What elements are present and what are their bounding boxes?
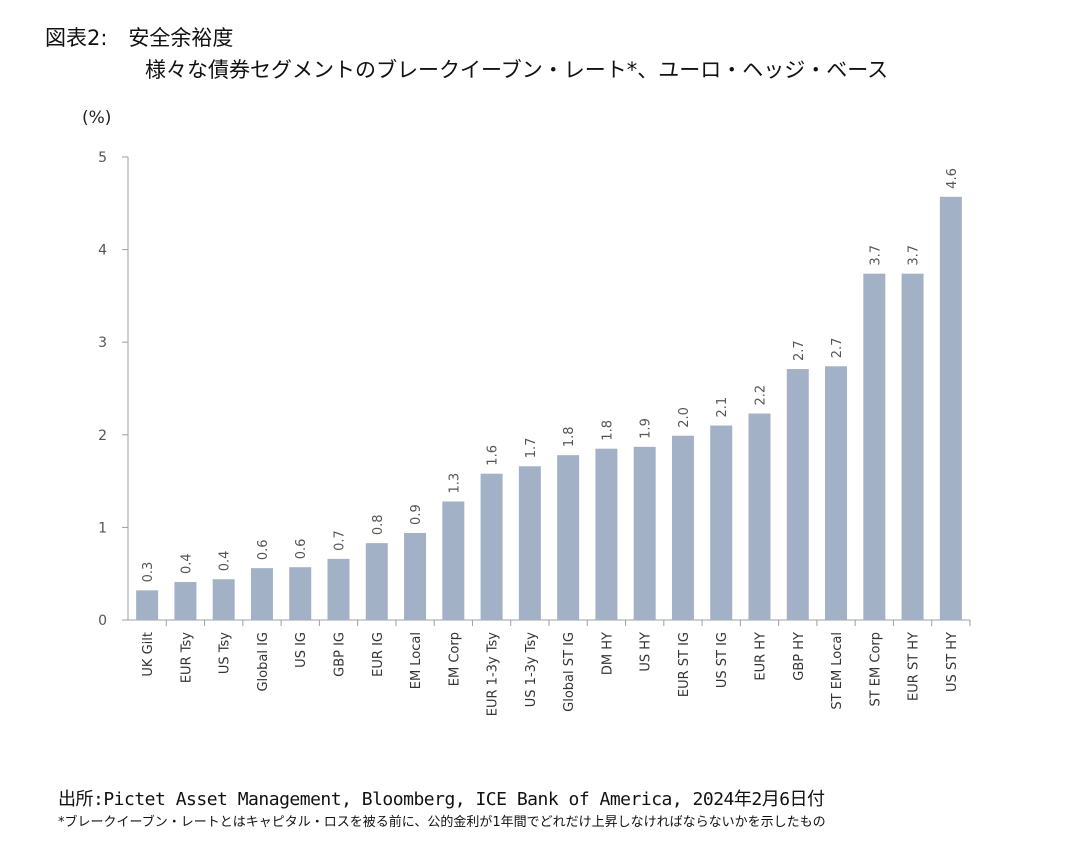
bar: [595, 448, 618, 620]
bar: [786, 369, 809, 620]
bar: [748, 413, 771, 620]
bar: [174, 582, 197, 620]
y-tick-label: 2: [98, 428, 107, 444]
category-label: US HY: [639, 632, 654, 672]
bar: [939, 196, 962, 620]
data-label: 0.6: [256, 539, 271, 560]
data-label: 0.3: [141, 562, 156, 583]
y-tick-label: 1: [98, 520, 107, 536]
data-label: 2.1: [715, 397, 730, 418]
category-label: ST EM Corp: [868, 632, 883, 707]
bar: [365, 543, 388, 620]
y-tick-label: 0: [98, 613, 107, 629]
category-label: Global IG: [256, 632, 271, 692]
data-label: 0.7: [333, 530, 348, 551]
bar: [557, 455, 580, 620]
bar-chart: 0 1 2 3 4 5 0.3 UK Gilt 0.4 EUR Tsy 0.4 US Tsy 0.6 Gl…: [98, 150, 971, 717]
category-label: EUR HY: [754, 632, 769, 681]
bar: [710, 425, 733, 620]
chart-subtitle: 様々な債券セグメントのブレークイーブン・レート*、ユーロ・ヘッジ・ベース: [145, 58, 889, 82]
category-label: US ST HY: [945, 632, 960, 692]
data-label: 0.8: [371, 514, 386, 535]
bar: [901, 273, 924, 620]
data-label: 2.7: [792, 340, 807, 361]
bar: [480, 473, 503, 620]
category-label: EUR ST HY: [907, 632, 922, 701]
category-label: US Tsy: [218, 632, 233, 674]
category-label: UK Gilt: [141, 632, 156, 677]
category-label: EUR 1-3y Tsy: [486, 632, 501, 717]
data-label: 0.4: [179, 553, 194, 574]
bar: [825, 366, 848, 620]
data-label: 0.6: [294, 539, 309, 560]
category-label: GBP HY: [792, 632, 807, 681]
chart-title: 図表2: 安全余裕度: [45, 26, 234, 50]
category-label: US IG: [294, 632, 309, 668]
category-label: US ST IG: [715, 632, 730, 688]
data-label: 1.3: [447, 473, 462, 494]
category-label: EM Local: [409, 632, 424, 689]
bar: [136, 590, 159, 620]
category-label: EUR ST IG: [677, 632, 692, 697]
y-axis-unit: (%): [82, 108, 112, 128]
category-label: EM Corp: [447, 632, 462, 686]
data-label: 1.7: [524, 438, 539, 459]
bar: [212, 579, 235, 620]
bar: [518, 466, 541, 620]
bar: [250, 568, 273, 620]
data-label: 1.8: [562, 426, 577, 447]
data-label: 1.8: [600, 420, 615, 441]
bar: [404, 532, 427, 620]
bar: [442, 501, 465, 620]
y-tick-label: 5: [98, 150, 107, 166]
footnote: *ブレークイーブン・レートとはキャピタル・ロスを被る前に、公的金利が1年間でどれ…: [58, 815, 826, 830]
y-tick-label: 4: [98, 243, 107, 259]
data-label: 2.2: [754, 385, 769, 406]
data-label: 0.4: [218, 551, 233, 572]
bar: [327, 558, 350, 620]
bar: [633, 446, 656, 620]
bar: [289, 567, 312, 620]
category-label: ST EM Local: [830, 632, 845, 710]
bar: [671, 435, 694, 620]
category-label: GBP IG: [333, 632, 348, 677]
data-label: 1.6: [486, 445, 501, 466]
data-label: 3.7: [907, 245, 922, 266]
category-label: EUR IG: [371, 632, 386, 677]
category-label: DM HY: [600, 632, 615, 675]
data-label: 2.0: [677, 407, 692, 428]
data-label: 1.9: [639, 418, 654, 439]
bar: [863, 273, 886, 620]
source-note: 出所:Pictet Asset Management, Bloomberg, I…: [58, 789, 825, 810]
y-tick-label: 3: [98, 335, 107, 351]
data-label: 4.6: [945, 168, 960, 189]
category-label: EUR Tsy: [179, 632, 194, 683]
category-label: US 1-3y Tsy: [524, 632, 539, 708]
data-label: 0.9: [409, 504, 424, 525]
data-label: 2.7: [830, 338, 845, 359]
category-label: Global ST IG: [562, 632, 577, 712]
data-label: 3.7: [868, 245, 883, 266]
